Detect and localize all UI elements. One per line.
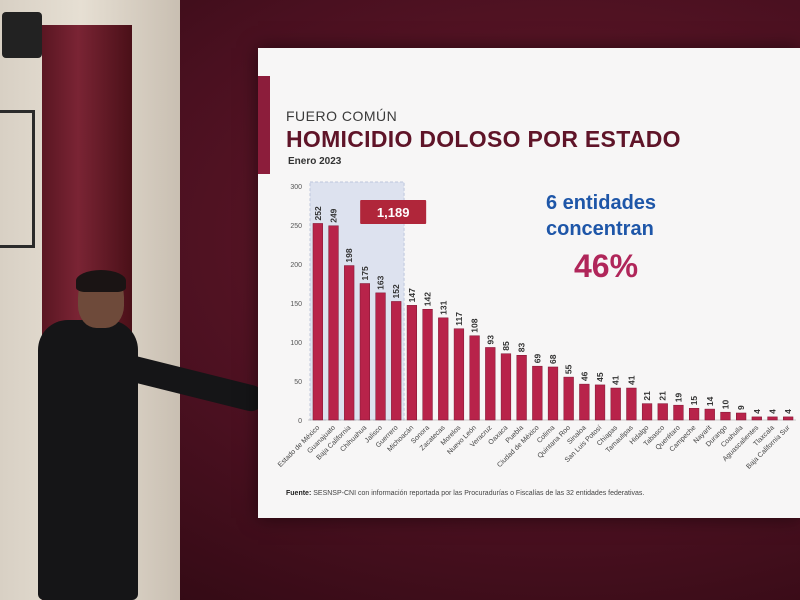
bar-value-label: 83 bbox=[517, 343, 527, 353]
bar bbox=[783, 416, 794, 421]
y-tick-label: 150 bbox=[290, 301, 302, 308]
highlight-total-label: 1,189 bbox=[377, 205, 410, 220]
chart-title: HOMICIDIO DOLOSO POR ESTADO bbox=[286, 126, 681, 152]
bar-value-label: 4 bbox=[767, 409, 777, 414]
bar-value-label: 152 bbox=[391, 284, 401, 298]
bar bbox=[657, 403, 668, 421]
bar-value-label: 9 bbox=[736, 405, 746, 410]
kicker: FUERO COMÚN bbox=[286, 108, 398, 124]
bar-value-label: 131 bbox=[438, 300, 448, 314]
bar-value-label: 41 bbox=[611, 375, 621, 385]
bar-value-label: 198 bbox=[344, 248, 354, 262]
bar-value-label: 19 bbox=[673, 392, 683, 402]
chart-period: Enero 2023 bbox=[288, 156, 342, 167]
bar-value-label: 69 bbox=[532, 353, 542, 363]
source-note: Fuente: SESNSP-CNI con información repor… bbox=[286, 490, 644, 497]
bar-value-label: 15 bbox=[689, 396, 699, 406]
bar-value-label: 108 bbox=[470, 318, 480, 332]
bar-value-label: 4 bbox=[752, 409, 762, 414]
bar bbox=[688, 408, 700, 421]
bar bbox=[438, 317, 449, 421]
bar-value-label: 21 bbox=[642, 391, 652, 401]
bar bbox=[406, 305, 418, 421]
bar-value-label: 85 bbox=[501, 341, 511, 351]
bar-value-label: 147 bbox=[407, 288, 417, 302]
speaker-hair bbox=[76, 270, 126, 292]
source-prefix: Fuente: bbox=[286, 490, 312, 497]
bar-value-label: 4 bbox=[783, 409, 793, 414]
bar bbox=[359, 283, 370, 421]
callout-percent: 46% bbox=[574, 248, 639, 284]
bar bbox=[328, 225, 339, 421]
bar bbox=[767, 416, 778, 421]
bar bbox=[626, 387, 637, 421]
speaker bbox=[38, 270, 267, 600]
bar bbox=[720, 411, 731, 421]
callout-line2: concentran bbox=[546, 218, 654, 240]
bar bbox=[547, 366, 559, 421]
bar-value-label: 142 bbox=[423, 292, 433, 306]
highlight-total-badge bbox=[360, 200, 427, 224]
bar bbox=[563, 376, 574, 421]
bar-value-label: 117 bbox=[454, 312, 464, 326]
callout-line1: 6 entidades bbox=[546, 192, 657, 214]
y-tick-label: 0 bbox=[298, 418, 302, 425]
bar bbox=[469, 335, 480, 421]
accent-bar bbox=[258, 76, 270, 174]
bar bbox=[422, 308, 433, 421]
bar bbox=[641, 403, 653, 421]
bar-value-label: 68 bbox=[548, 354, 558, 364]
source-text: SESNSP-CNI con información reportada por… bbox=[313, 490, 645, 497]
bar bbox=[375, 292, 386, 421]
bar bbox=[500, 353, 512, 421]
bar bbox=[736, 412, 747, 421]
bar-value-label: 14 bbox=[705, 396, 715, 406]
bar-value-label: 249 bbox=[329, 208, 339, 222]
bar bbox=[704, 408, 715, 421]
bar-value-label: 55 bbox=[564, 364, 574, 374]
bar bbox=[610, 387, 621, 421]
bar bbox=[453, 328, 465, 421]
bar bbox=[579, 383, 590, 421]
speaker-body bbox=[38, 320, 138, 600]
bar bbox=[673, 404, 684, 421]
bar bbox=[516, 355, 527, 421]
y-tick-label: 50 bbox=[294, 379, 302, 386]
bar-value-label: 10 bbox=[720, 399, 730, 409]
stage-lamp bbox=[2, 12, 42, 58]
presentation-screen: FUERO COMÚN HOMICIDIO DOLOSO POR ESTADO … bbox=[258, 48, 800, 518]
bar bbox=[594, 384, 606, 421]
lamp-frame bbox=[0, 110, 35, 248]
bar-value-label: 175 bbox=[360, 266, 370, 280]
bar bbox=[391, 301, 402, 421]
bar-value-label: 93 bbox=[485, 335, 495, 345]
bar-value-label: 45 bbox=[595, 372, 605, 382]
y-tick-label: 250 bbox=[290, 223, 302, 230]
y-tick-label: 200 bbox=[290, 262, 302, 269]
bar bbox=[751, 416, 762, 421]
bar-value-label: 41 bbox=[626, 375, 636, 385]
bar bbox=[485, 347, 496, 421]
bar bbox=[344, 265, 355, 421]
bar-value-label: 46 bbox=[579, 371, 589, 381]
bar bbox=[532, 365, 543, 421]
bar-value-label: 21 bbox=[658, 391, 668, 401]
bar-value-label: 163 bbox=[376, 275, 386, 289]
y-tick-label: 300 bbox=[290, 184, 302, 191]
y-tick-label: 100 bbox=[290, 340, 302, 347]
bar-value-label: 252 bbox=[313, 206, 323, 220]
bar bbox=[312, 223, 323, 421]
